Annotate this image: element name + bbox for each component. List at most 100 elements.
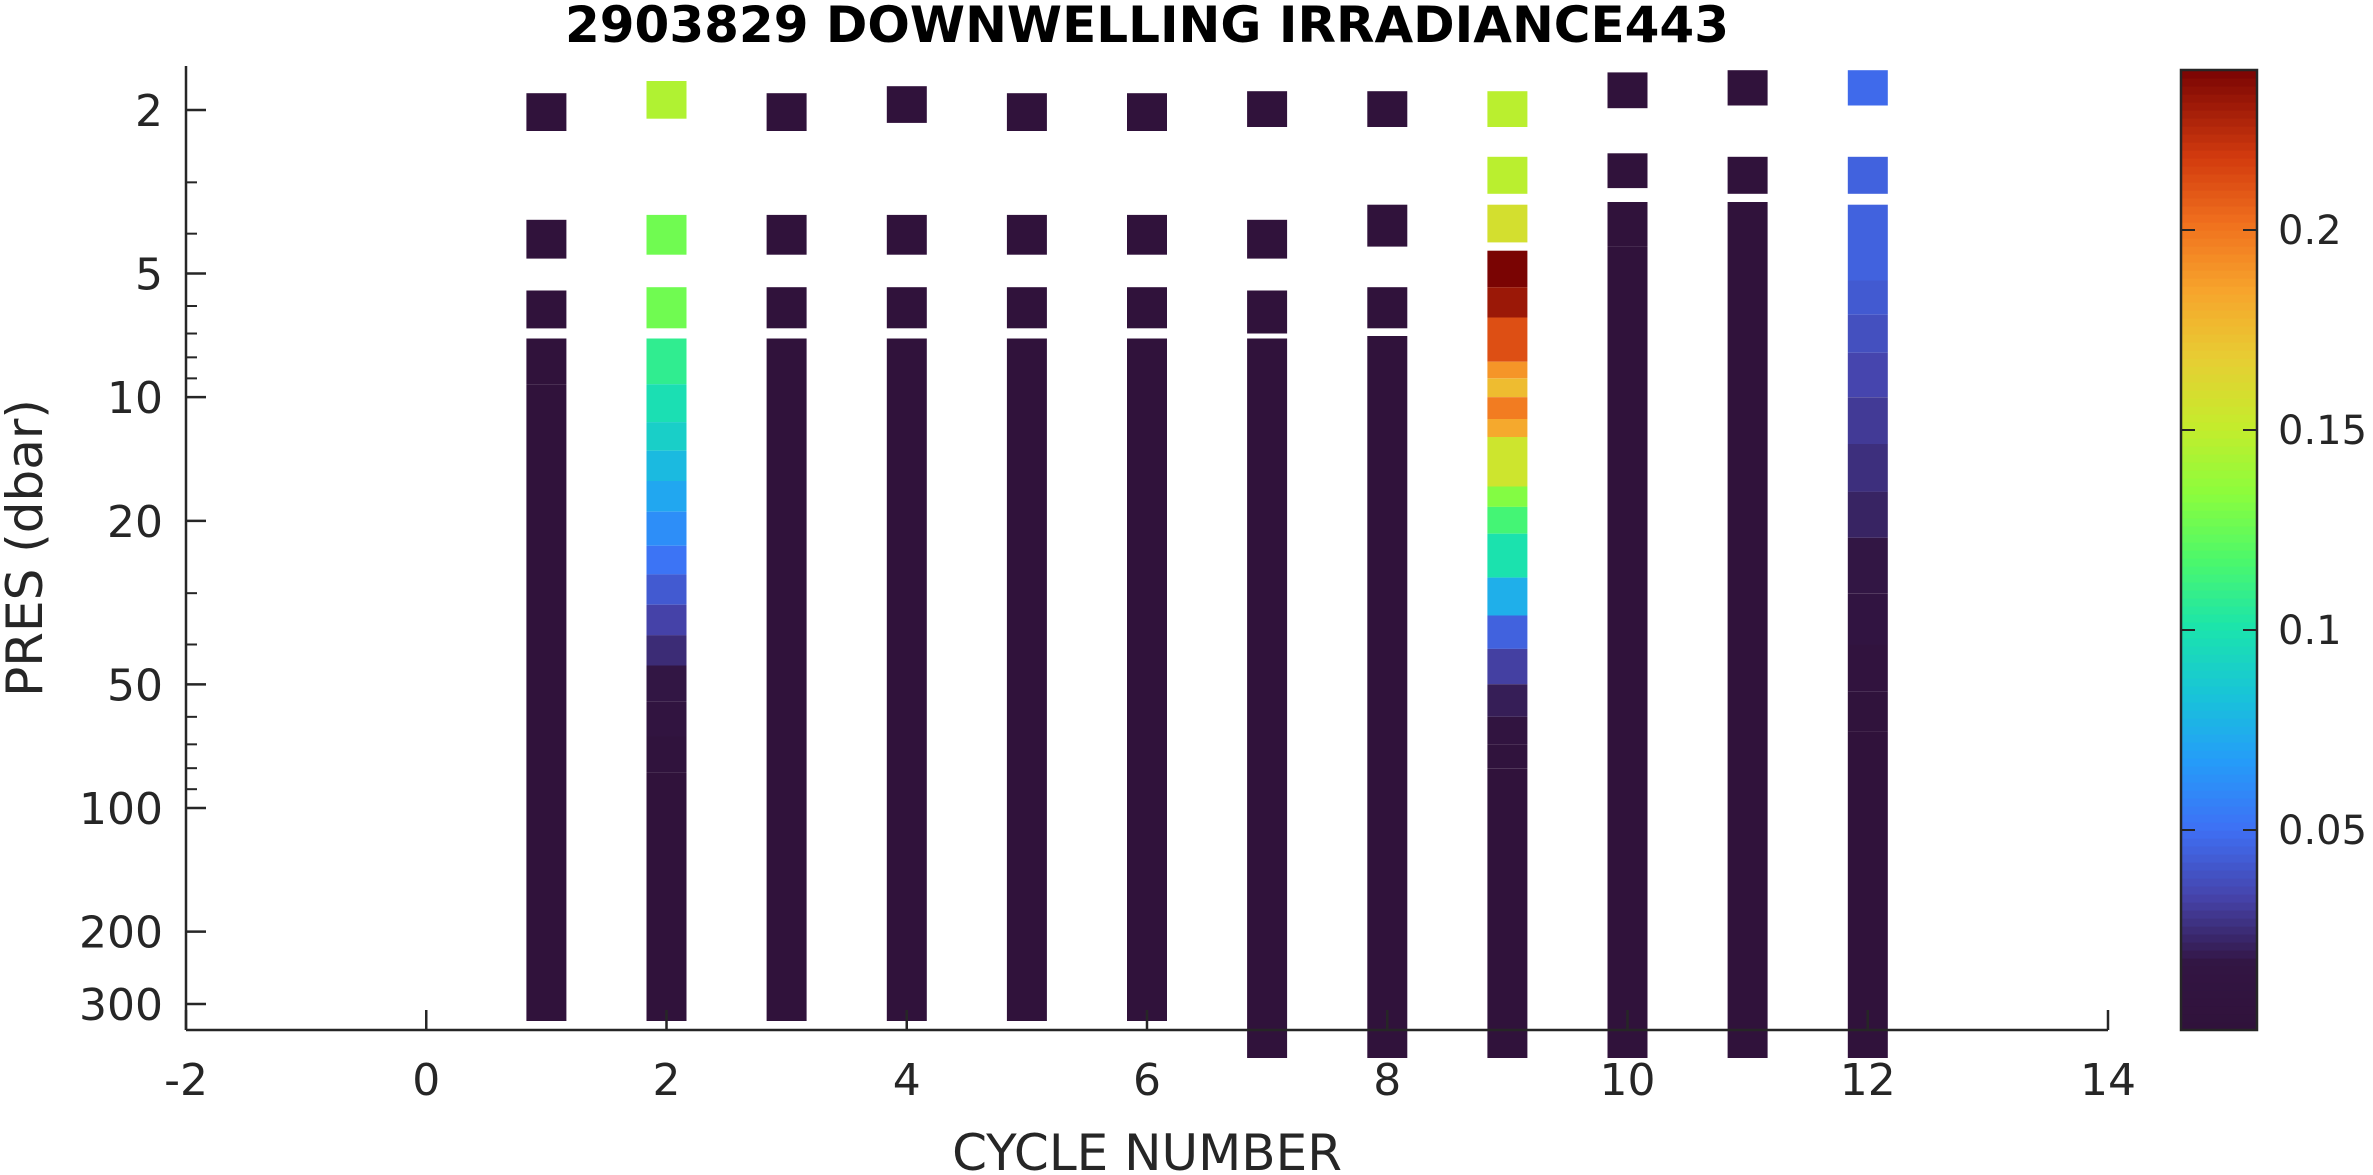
- heatmap-cell-cycle-9-10: [1487, 437, 1528, 487]
- heatmap-cell-cycle-6-2: [1127, 287, 1167, 329]
- colorbar-swatch: [2181, 646, 2257, 655]
- heatmap-cell-cycle-9-8: [1487, 397, 1528, 419]
- heatmap-cell-cycle-12-13: [1847, 731, 1888, 1058]
- heatmap-cell-cycle-12-11: [1847, 644, 1888, 692]
- colorbar-swatch: [2181, 190, 2257, 199]
- heatmap-cell-cycle-12-0: [1847, 70, 1888, 106]
- colorbar-swatch: [2181, 774, 2257, 783]
- heatmap-cell-cycle-12-1: [1847, 156, 1888, 194]
- heatmap-cell-cycle-7-3: [1247, 338, 1288, 1058]
- colorbar-swatch: [2181, 126, 2257, 135]
- heatmap-cell-cycle-5-2: [1006, 287, 1047, 329]
- colorbar-swatch: [2181, 750, 2257, 759]
- heatmap-cell-cycle-12-12: [1847, 691, 1888, 732]
- colorbar-swatch: [2181, 310, 2257, 319]
- heatmap-cell-cycle-6-3: [1127, 338, 1167, 1021]
- y-tick-label: 5: [135, 249, 163, 300]
- colorbar-swatch: [2181, 326, 2257, 335]
- heatmap-cell-cycle-7-0: [1247, 91, 1288, 127]
- colorbar-swatch: [2181, 894, 2257, 903]
- colorbar-swatch: [2181, 430, 2257, 439]
- heatmap-cell-cycle-12-3: [1847, 280, 1888, 315]
- heatmap-cell-cycle-12-9: [1847, 537, 1888, 594]
- colorbar: 0.05 0.1 0.15 0.2: [2179, 68, 2367, 1032]
- colorbar-swatch: [2181, 550, 2257, 559]
- heatmap-cell-cycle-2-1: [646, 214, 687, 255]
- colorbar-swatch: [2181, 998, 2257, 1007]
- colorbar-swatch: [2181, 622, 2257, 631]
- colorbar-swatch: [2181, 526, 2257, 535]
- colorbar-frame: [2179, 68, 2259, 1032]
- colorbar-swatch: [2181, 734, 2257, 743]
- x-tick-label: 4: [893, 1055, 921, 1106]
- heatmap-cell-cycle-2-0: [646, 81, 687, 119]
- heatmap-cell-cycle-12-4: [1847, 314, 1888, 353]
- colorbar-swatch: [2181, 598, 2257, 607]
- heatmap-cell-cycle-7-1: [1247, 219, 1288, 259]
- colorbar-swatch: [2181, 478, 2257, 487]
- colorbar-swatch: [2181, 214, 2257, 223]
- heatmap-cell-cycle-6-0: [1127, 93, 1167, 131]
- colorbar-swatch: [2181, 438, 2257, 447]
- colorbar-swatch: [2181, 710, 2257, 719]
- colorbar-swatch: [2181, 838, 2257, 847]
- heatmap-cell-cycle-1-1: [526, 219, 567, 259]
- heatmap-cell-cycle-3-0: [766, 93, 807, 131]
- heatmap-cell-cycle-9-11: [1487, 486, 1528, 507]
- heatmap-cell-cycle-9-14: [1487, 577, 1528, 616]
- colorbar-swatch: [2181, 254, 2257, 263]
- colorbar-swatch: [2181, 302, 2257, 311]
- x-tick-label: 6: [1133, 1055, 1161, 1106]
- heatmap-cell-cycle-7-2: [1247, 290, 1288, 334]
- colorbar-swatch: [2181, 942, 2257, 951]
- heatmap-cell-cycle-12-10: [1847, 593, 1888, 645]
- colorbar-swatch: [2181, 910, 2257, 919]
- heatmap-cell-cycle-3-3: [766, 338, 807, 1021]
- y-tick-label: 10: [107, 373, 163, 424]
- colorbar-swatch: [2181, 782, 2257, 791]
- heatmap-cell-cycle-2-8: [646, 511, 687, 546]
- colorbar-swatch: [2181, 502, 2257, 511]
- y-tick-label: 20: [107, 497, 163, 548]
- x-tick-label: -2: [164, 1055, 208, 1106]
- colorbar-swatch: [2181, 926, 2257, 935]
- colorbar-swatch: [2181, 462, 2257, 471]
- heatmap-cell-cycle-9-3: [1487, 250, 1528, 288]
- heatmap-cell-cycle-2-4: [646, 384, 687, 423]
- heatmap-cell-cycle-9-4: [1487, 287, 1528, 318]
- colorbar-tick-label: 0.15: [2278, 408, 2367, 454]
- heatmap-cell-cycle-2-3: [646, 338, 687, 385]
- heatmap-cell-cycle-5-0: [1006, 93, 1047, 131]
- colorbar-swatch: [2181, 846, 2257, 855]
- x-tick-label: 14: [2080, 1055, 2136, 1106]
- heatmap-cell-cycle-2-13: [646, 665, 687, 702]
- colorbar-swatch: [2181, 934, 2257, 943]
- axes: -2 0 2 4 6 8 10 12 14 2 5 10 20 50 100 200 300: [79, 66, 2136, 1106]
- heatmap-cell-cycle-9-6: [1487, 361, 1528, 379]
- colorbar-swatch: [2181, 662, 2257, 671]
- colorbar-swatch: [2181, 790, 2257, 799]
- colorbar-swatch: [2181, 374, 2257, 383]
- colorbar-swatch: [2181, 1022, 2257, 1031]
- heatmap-cell-cycle-1-0: [526, 93, 567, 131]
- colorbar-swatch: [2181, 414, 2257, 423]
- colorbar-swatch: [2181, 142, 2257, 151]
- colorbar-swatch: [2181, 742, 2257, 751]
- x-axis-label: CYCLE NUMBER: [952, 1124, 1342, 1175]
- heatmap-cell-cycle-9-1: [1487, 156, 1528, 194]
- heatmap-cell-cycle-6-1: [1127, 214, 1167, 255]
- colorbar-swatch: [2181, 334, 2257, 343]
- heatmap-cell-cycle-2-15: [646, 736, 687, 773]
- colorbar-swatch: [2181, 814, 2257, 823]
- colorbar-swatch: [2181, 534, 2257, 543]
- colorbar-swatch: [2181, 1014, 2257, 1023]
- colorbar-swatch: [2181, 382, 2257, 391]
- heatmap-cell-cycle-11-0: [1727, 70, 1768, 106]
- heatmap-cell-cycle-9-18: [1487, 716, 1528, 745]
- heatmap-cell-cycle-8-3: [1367, 336, 1408, 1058]
- colorbar-swatch: [2181, 446, 2257, 455]
- x-tick-label: 12: [1840, 1055, 1896, 1106]
- heatmap-cell-cycle-5-1: [1006, 214, 1047, 255]
- colorbar-swatch: [2181, 670, 2257, 679]
- colorbar-swatch: [2181, 166, 2257, 175]
